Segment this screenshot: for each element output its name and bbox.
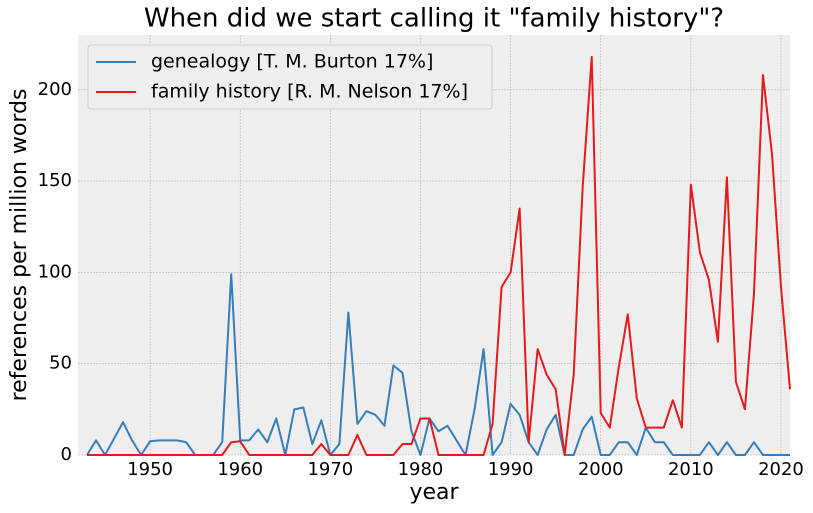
x-tick-label: 2010 — [668, 459, 714, 480]
y-tick-label: 150 — [38, 170, 72, 191]
y-tick-label: 0 — [61, 444, 72, 465]
x-axis-label: year — [409, 480, 459, 505]
chart-title: When did we start calling it "family his… — [144, 4, 724, 34]
legend-label: genealogy [T. M. Burton 17%] — [151, 51, 433, 73]
y-tick-label: 100 — [38, 261, 72, 282]
x-tick-label: 1980 — [398, 459, 444, 480]
y-tick-label: 200 — [38, 79, 72, 100]
x-tick-label: 2000 — [578, 459, 624, 480]
legend-label: family history [R. M. Nelson 17%] — [151, 81, 468, 103]
x-tick-label: 1990 — [488, 459, 534, 480]
x-tick-label: 1970 — [307, 459, 353, 480]
y-tick-label: 50 — [49, 353, 72, 374]
y-axis-label: references per million words — [7, 89, 32, 402]
legend-box — [87, 44, 493, 110]
x-tick-label: 1950 — [127, 459, 173, 480]
x-tick-label: 1960 — [217, 459, 263, 480]
series-line — [87, 55, 791, 456]
x-tick-label: 2020 — [758, 459, 804, 480]
